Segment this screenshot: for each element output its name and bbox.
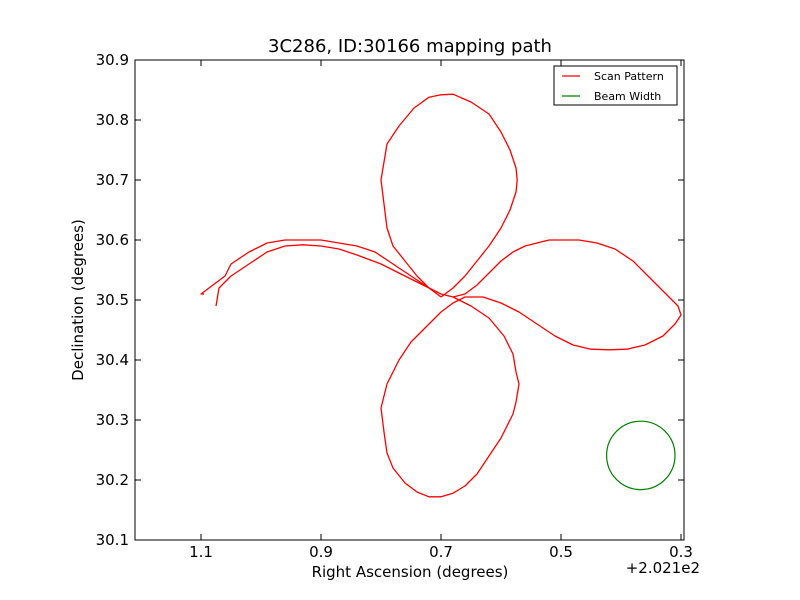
y-tick-label: 30.5 xyxy=(96,291,129,309)
legend-label-beam-width: Beam Width xyxy=(594,90,661,103)
y-axis-label: Declination (degrees) xyxy=(69,219,87,381)
y-tick-label: 30.7 xyxy=(96,171,129,189)
y-tick-label: 30.8 xyxy=(96,111,129,129)
y-tick-label: 30.6 xyxy=(96,231,129,249)
y-tick-label: 30.4 xyxy=(96,351,129,369)
chart-title: 3C286, ID:30166 mapping path xyxy=(268,36,552,57)
scan-pattern-upper-lobe xyxy=(380,93,518,298)
legend-box xyxy=(553,65,678,106)
tick-layer: 1.1 0.9 0.7 0.5 0.3 30.1 30.2 30.3 30.4 30.5 30.6 3… xyxy=(96,51,693,561)
scan-pattern-line xyxy=(200,239,682,498)
legend-label-scan-pattern: Scan Pattern xyxy=(594,70,664,83)
x-tick-label: 0.5 xyxy=(549,543,573,561)
x-axis-offset-label: +2.021e2 xyxy=(626,559,700,577)
legend: Scan Pattern Beam Width xyxy=(553,65,678,106)
x-axis-label: Right Ascension (degrees) xyxy=(312,563,509,581)
series-layer xyxy=(200,93,682,498)
beam-width-circle xyxy=(605,420,676,491)
y-tick-label: 30.9 xyxy=(96,51,129,69)
y-tick-label: 30.3 xyxy=(96,411,129,429)
y-tick-label: 30.1 xyxy=(96,531,129,549)
plot-area xyxy=(135,60,684,540)
y-tick-label: 30.2 xyxy=(96,471,129,489)
x-tick-label: 0.9 xyxy=(309,543,333,561)
x-tick-label: 0.3 xyxy=(669,543,693,561)
x-tick-label: 0.7 xyxy=(429,543,453,561)
x-tick-label: 1.1 xyxy=(189,543,213,561)
